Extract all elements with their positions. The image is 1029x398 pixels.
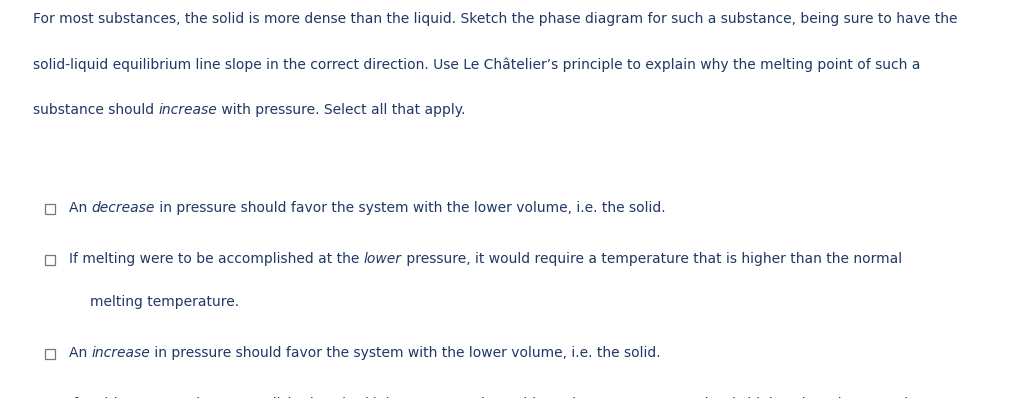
Text: pressure, it would require a temperature that is higher than the normal: pressure, it would require a temperature… [409,397,909,398]
Text: If melting were to be accomplished at the: If melting were to be accomplished at th… [69,252,363,266]
Text: For most substances, the solid is more dense than the liquid. Sketch the phase d: For most substances, the solid is more d… [33,12,957,26]
Text: An: An [69,346,92,360]
FancyBboxPatch shape [45,204,55,214]
Text: lower: lower [363,252,401,266]
Text: higher: higher [363,397,409,398]
FancyBboxPatch shape [45,349,55,359]
Text: An: An [69,201,92,215]
Text: pressure, it would require a temperature that is higher than the normal: pressure, it would require a temperature… [401,252,901,266]
Text: increase: increase [92,346,150,360]
Text: with pressure. Select all that apply.: with pressure. Select all that apply. [217,103,465,117]
Text: If melting were to be accomplished at the: If melting were to be accomplished at th… [69,397,363,398]
Text: in pressure should favor the system with the lower volume, i.e. the solid.: in pressure should favor the system with… [150,346,661,360]
Text: increase: increase [158,103,217,117]
Text: in pressure should favor the system with the lower volume, i.e. the solid.: in pressure should favor the system with… [155,201,666,215]
FancyBboxPatch shape [45,255,55,265]
Text: solid-liquid equilibrium line slope in the correct direction. Use Le Châtelier’s: solid-liquid equilibrium line slope in t… [33,58,920,72]
Text: melting temperature.: melting temperature. [90,295,239,309]
Text: decrease: decrease [92,201,155,215]
Text: substance should: substance should [33,103,158,117]
